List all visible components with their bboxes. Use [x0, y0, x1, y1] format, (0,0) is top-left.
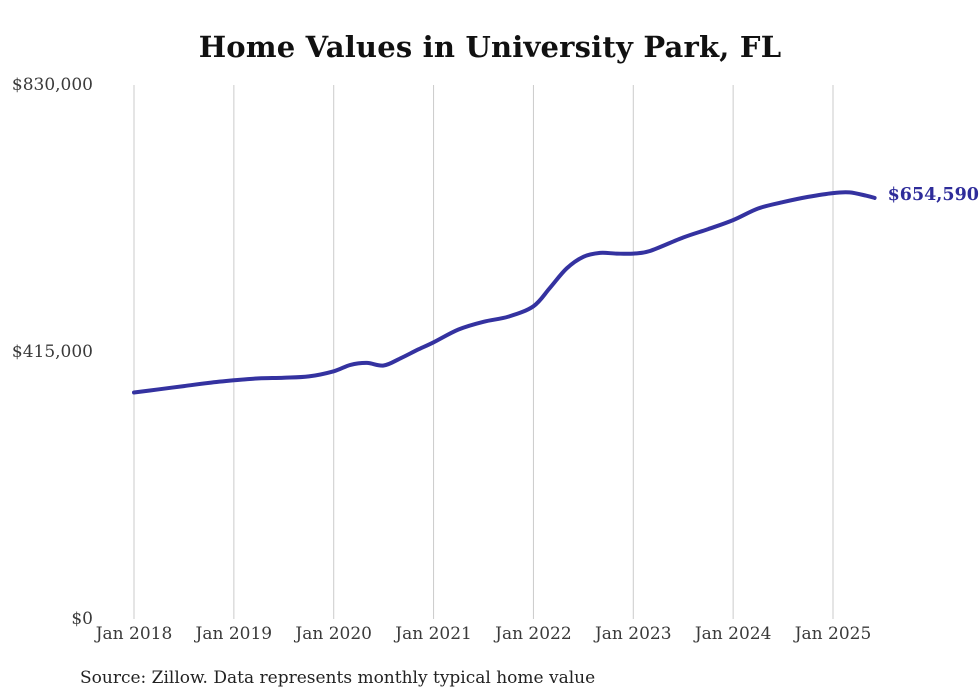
y-tick-label: $830,000	[11, 75, 93, 95]
source-note: Source: Zillow. Data represents monthly …	[80, 668, 596, 688]
y-tick-label: $415,000	[11, 342, 93, 362]
home-value-line	[132, 190, 877, 395]
x-tick-label: Jan 2025	[794, 624, 872, 644]
chart-title: Home Values in University Park, FL	[198, 30, 782, 64]
x-tick-label: Jan 2020	[295, 624, 372, 644]
x-tick-label: Jan 2023	[594, 624, 672, 644]
y-tick-label: $0	[71, 609, 93, 629]
x-tick-label: Jan 2022	[495, 624, 572, 644]
x-tick-label: Jan 2024	[694, 624, 772, 644]
gridlines	[133, 85, 834, 619]
latest-value-label: $654,590	[887, 184, 979, 205]
x-tick-label: Jan 2019	[195, 624, 273, 644]
x-tick-label: Jan 2021	[395, 624, 472, 644]
x-tick-label: Jan 2018	[95, 624, 173, 644]
